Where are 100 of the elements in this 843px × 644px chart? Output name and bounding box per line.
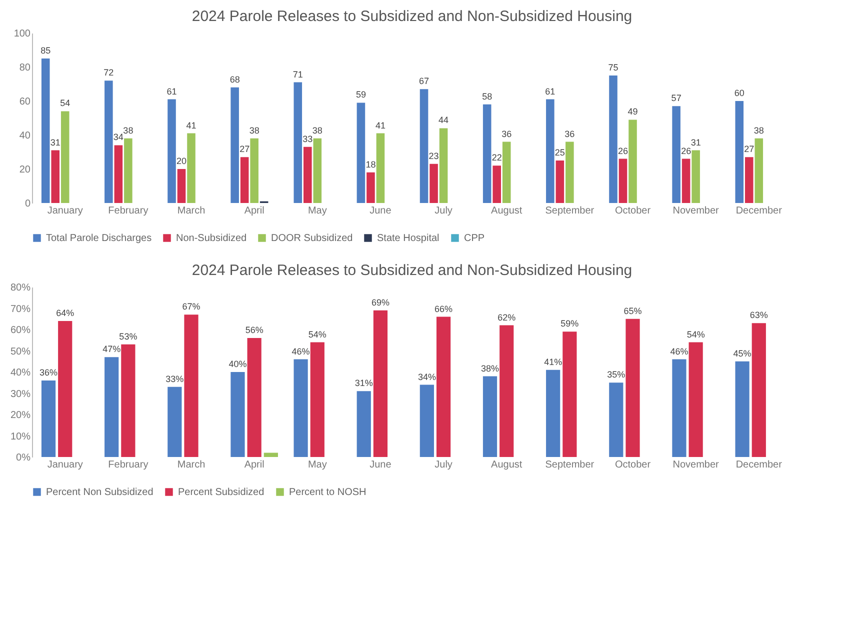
- data-label: 47%: [102, 344, 121, 354]
- bar: [104, 357, 119, 457]
- bar: [114, 145, 123, 203]
- y-tick-label: 0: [24, 198, 31, 210]
- data-label: 18: [366, 159, 376, 170]
- legend-label: Percent Subsidized: [178, 487, 264, 498]
- bar: [672, 359, 686, 457]
- data-label: 22: [492, 152, 502, 163]
- bar: [482, 104, 492, 203]
- bar: [168, 99, 176, 203]
- bar: [240, 157, 249, 203]
- x-tick-label: July: [434, 460, 452, 470]
- y-tick-label: 100: [14, 28, 31, 40]
- bar: [500, 325, 514, 457]
- data-label: 72: [104, 68, 114, 78]
- bar: [58, 321, 72, 457]
- y-tick-label: 80%: [10, 282, 31, 294]
- data-label: 38: [754, 125, 764, 136]
- x-tick-label: March: [177, 460, 206, 470]
- data-label: 54%: [308, 329, 326, 340]
- bar: [104, 80, 113, 203]
- x-tick-label: November: [672, 206, 720, 216]
- legend-label: Percent Non Subsidized: [46, 487, 154, 498]
- data-label: 36%: [40, 368, 58, 378]
- bar: [546, 99, 554, 203]
- legend-label: Non-Subsidized: [176, 233, 247, 244]
- bar: [356, 391, 371, 457]
- y-tick-label: 20: [19, 164, 31, 176]
- y-tick-label: 0%: [16, 452, 31, 464]
- bar: [692, 150, 700, 203]
- data-label: 63%: [750, 310, 768, 320]
- bar: [41, 58, 50, 203]
- bar: [247, 338, 262, 457]
- y-tick-label: 30%: [10, 388, 31, 400]
- data-label: 75: [608, 62, 618, 72]
- bar: [436, 316, 451, 457]
- bar: [376, 133, 385, 203]
- y-tick-label: 40: [19, 130, 31, 142]
- x-tick-label: March: [177, 206, 206, 216]
- data-label: 59%: [560, 318, 579, 329]
- data-label: 59: [356, 90, 366, 100]
- x-tick-label: January: [47, 206, 83, 216]
- data-label: 56%: [245, 325, 264, 335]
- bar: [754, 138, 764, 203]
- bar: [682, 158, 690, 203]
- data-label: 31: [690, 137, 701, 148]
- data-label: 66%: [434, 304, 453, 314]
- bar: [187, 133, 196, 203]
- data-label: 67%: [182, 302, 200, 312]
- data-label: 26: [681, 146, 692, 156]
- bar: [502, 142, 511, 203]
- bar: [373, 310, 388, 457]
- data-label: 49: [628, 106, 638, 117]
- bar: [303, 146, 312, 203]
- x-tick-label: November: [672, 460, 720, 470]
- bar: [264, 452, 278, 457]
- bar: [562, 332, 577, 457]
- data-label: 54: [60, 98, 70, 108]
- y-tick-label: 10%: [10, 431, 31, 442]
- bar: [230, 372, 245, 457]
- data-label: 68: [230, 74, 240, 84]
- bar: [366, 172, 375, 203]
- legend-label: Total Parole Discharges: [46, 233, 152, 244]
- y-tick-label: 60: [19, 96, 31, 108]
- x-tick-label: August: [491, 460, 522, 470]
- data-label: 41: [186, 120, 196, 130]
- data-label: 34: [113, 132, 124, 142]
- bar: [492, 166, 501, 203]
- data-label: 36: [564, 128, 575, 139]
- data-label: 44: [438, 115, 449, 126]
- data-label: 64%: [56, 308, 74, 318]
- bar: [744, 157, 754, 203]
- data-label: 46%: [292, 346, 310, 356]
- bar: [184, 314, 198, 457]
- data-label: 33: [302, 134, 313, 144]
- bar: [51, 150, 60, 203]
- x-tick-label: October: [614, 460, 652, 470]
- bar: [618, 158, 628, 203]
- bar: [672, 106, 680, 203]
- data-label: 35%: [607, 370, 626, 380]
- y-tick-label: 40%: [10, 368, 31, 378]
- bar: [124, 138, 132, 203]
- bar: [250, 138, 258, 203]
- legend-label: DOOR Subsidized: [271, 233, 353, 244]
- bar: [420, 384, 434, 457]
- x-tick-label: December: [736, 206, 783, 216]
- bar: [439, 128, 448, 203]
- data-label: 54%: [686, 329, 705, 340]
- data-label: 53%: [119, 331, 138, 342]
- x-tick-label: October: [614, 206, 652, 216]
- data-label: 60: [734, 88, 744, 98]
- bar: [121, 344, 136, 457]
- x-tick-label: September: [545, 206, 595, 216]
- bar: [430, 164, 438, 203]
- data-label: 36: [502, 128, 512, 139]
- legend-label: State Hospital: [377, 233, 440, 244]
- data-label: 58: [482, 91, 492, 102]
- data-label: 46%: [670, 346, 688, 356]
- bar: [628, 120, 637, 203]
- x-tick-label: January: [47, 460, 83, 470]
